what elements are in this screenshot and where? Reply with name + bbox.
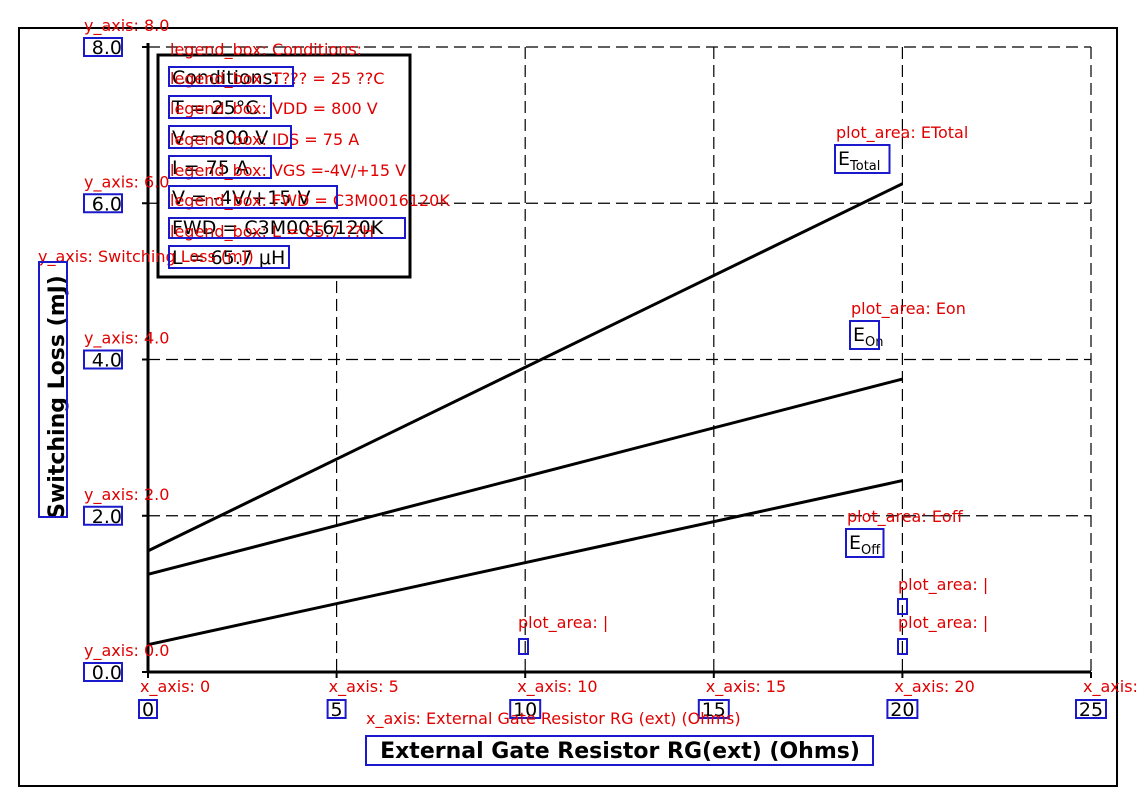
legend-line-bbox	[168, 185, 338, 209]
plot-area-bbox	[897, 598, 908, 615]
x-tick-label: 15	[702, 699, 726, 721]
x-axis-annotation: x_axis: 20	[894, 677, 974, 697]
axes: 0 5 10 15 20 25 0.0 2.0 4.0 6.0 8.0	[92, 37, 1103, 721]
plot-area-annotation: plot_area: Eoff	[847, 507, 964, 527]
y-tick-bbox	[83, 193, 123, 214]
legend-line-bbox	[168, 66, 294, 87]
x-axis-title-annotation: x_axis: External Gate Resistor RG (ext) …	[366, 709, 741, 729]
legend-line-inductance: L = 65.7 μH	[172, 247, 285, 269]
legend-annotation: legend_box: FWD = C3M0016120K	[170, 191, 450, 211]
x-tick-bbox	[509, 699, 542, 719]
y-axis-annotation: y_axis: 4.0	[84, 329, 169, 349]
x-tick-bbox	[886, 699, 919, 719]
legend-line-gate-voltage: V = -4V/+15 V	[172, 187, 310, 209]
legend-box	[156, 53, 412, 279]
series-label-etotal: ETotal	[838, 148, 880, 174]
y-axis-annotation: y_axis: 2.0	[84, 485, 169, 505]
plot-area-bbox	[897, 638, 908, 655]
y-tick-label: 8.0	[92, 37, 122, 59]
y-axis-title-annotation: y_axis: Switching Loss (mJ)	[38, 247, 254, 267]
legend-annotation: legend_box: VDD = 800 V	[170, 99, 378, 119]
x-axis-annotation: x_axis: 5	[329, 677, 399, 697]
series-line-eon	[147, 377, 903, 576]
legend-line-bbox	[168, 95, 272, 119]
legend-line-voltage: V = 800 V	[172, 127, 268, 149]
x-axis-annotation: x_axis: 0	[140, 677, 210, 697]
y-axis-annotation: y_axis: 8.0	[84, 16, 169, 36]
y-tick-label: 6.0	[92, 193, 122, 215]
legend-annotation: legend_box: Conditions:	[170, 40, 362, 60]
y-axis-annotation: y_axis: 6.0	[84, 172, 169, 192]
y-axis-title: Switching Loss (mJ)	[45, 275, 70, 519]
y-axis-annotation: y_axis: 0.0	[84, 641, 169, 661]
x-tick-bbox	[138, 699, 158, 719]
y-tick-bbox	[83, 662, 123, 682]
x-tick-label: 10	[513, 699, 537, 721]
plot-area-annotation: plot_area: Eon	[851, 299, 966, 319]
y-axis-title-bbox	[38, 261, 68, 518]
x-tick-bbox	[326, 699, 347, 719]
series-lines	[147, 182, 904, 647]
legend-line-bbox	[168, 217, 406, 239]
legend-line-bbox	[168, 155, 272, 179]
legend-line-bbox	[168, 245, 290, 269]
plot-area-bbox	[518, 638, 529, 655]
x-axis-annotation: x_axis: 10	[517, 677, 597, 697]
plot-area-annotation: plot_area: |	[898, 613, 988, 633]
x-axis-title: External Gate Resistor RG(ext) (Ohms)	[380, 739, 860, 764]
x-tick-bbox	[697, 699, 730, 719]
y-tick-label: 4.0	[92, 350, 122, 372]
plot-area-annotation: plot_area: |	[518, 613, 608, 633]
y-tick-label: 2.0	[92, 506, 122, 528]
plot-area-annotation: plot_area: |	[898, 575, 988, 595]
chart-frame	[18, 27, 1118, 787]
series-label-bbox	[834, 144, 891, 174]
plot-area-annotation: plot_area: ETotal	[836, 123, 968, 143]
legend-line-temperature: T = 25°C	[171, 97, 259, 119]
legend-annotation: legend_box: IDS = 75 A	[170, 130, 359, 150]
y-tick-bbox	[83, 349, 123, 370]
legend-line-conditions: Conditions:	[172, 67, 279, 89]
x-tick-label: 5	[331, 699, 343, 721]
x-axis-annotation: x_axis: 15	[706, 677, 786, 697]
annotation-overlay: y_axis: 8.0 y_axis: 6.0 y_axis: 4.0 y_axis:…	[38, 16, 1138, 766]
x-tick-label: 0	[142, 699, 154, 721]
grid-lines	[148, 46, 1092, 672]
y-tick-bbox	[83, 37, 123, 57]
series-line-etotal	[147, 182, 904, 553]
legend: Conditions: T = 25°C V = 800 V I = 75 A …	[156, 53, 412, 279]
y-tick-bbox	[83, 505, 123, 526]
legend-line-bbox	[168, 125, 292, 149]
x-tick-bbox	[1075, 699, 1107, 719]
legend-line-fwd: FWD = C3M0016120K	[172, 217, 384, 239]
x-axis-title-bbox	[365, 735, 874, 766]
series-label-eoff: EOff	[849, 532, 881, 558]
x-axis-annotation: x_axis:	[1083, 677, 1138, 697]
x-tick-label: 25	[1079, 699, 1103, 721]
legend-line-current: I = 75 A	[172, 157, 249, 179]
y-tick-label: 0.0	[92, 662, 122, 684]
series-label-bbox	[845, 528, 885, 558]
series-label-bbox	[849, 320, 880, 350]
series-line-eoff	[147, 479, 903, 647]
legend-annotation: legend_box: VGS =-4V/+15 V	[170, 161, 406, 181]
x-tick-label: 20	[890, 699, 914, 721]
legend-annotation: legend_box: T??? = 25 ??C	[170, 69, 384, 89]
